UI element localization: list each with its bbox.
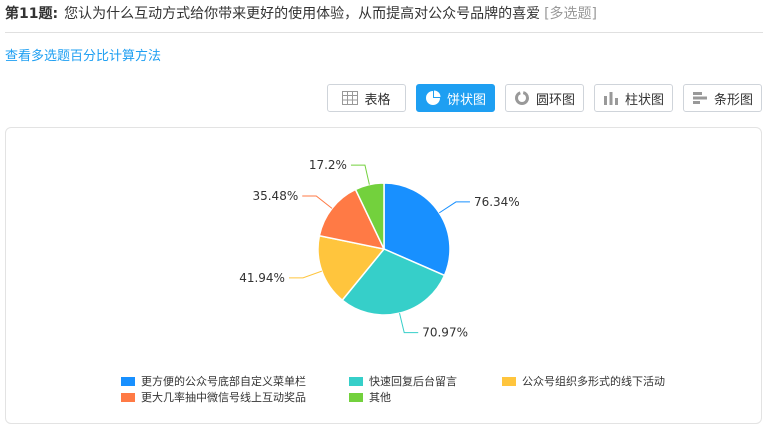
chart-panel: 76.34% 70.97% 41.94% 35.48% 17.2% 更方便的公众号底部自… xyxy=(5,127,762,424)
legend-swatch xyxy=(121,376,135,386)
legend-label: 快速回复后台留言 xyxy=(369,375,457,388)
pie-label-line xyxy=(288,270,322,279)
tab-pie[interactable]: 饼状图 xyxy=(416,84,495,112)
question-type: [多选题] xyxy=(544,6,598,22)
bar-chart-icon xyxy=(603,90,619,106)
horizontal-bar-chart-icon xyxy=(692,90,708,106)
pie-data-label: 70.97% xyxy=(422,326,468,340)
legend-swatch xyxy=(121,392,135,402)
chart-legend: 更方便的公众号底部自定义菜单栏 快速回复后台留言 公众号组织多形式的线下活动 更… xyxy=(121,373,687,405)
calc-method-link[interactable]: 查看多选题百分比计算方法 xyxy=(5,49,162,64)
legend-swatch xyxy=(502,376,516,386)
question-number: 第11题: xyxy=(5,6,59,22)
legend-swatch xyxy=(349,376,363,386)
question-title: 第11题: 您认为什么互动方式给你带来更好的使用体验，从而提高对公众号品牌的喜爱[… xyxy=(5,3,597,23)
table-icon xyxy=(342,91,359,105)
pie-slice[interactable] xyxy=(318,188,386,251)
legend-swatch xyxy=(349,392,363,402)
tab-donut[interactable]: 圆环图 xyxy=(505,84,584,112)
legend-item[interactable]: 快速回复后台留言 xyxy=(349,373,480,389)
title-divider xyxy=(5,32,763,33)
legend-label: 更方便的公众号底部自定义菜单栏 xyxy=(141,375,306,388)
chart-type-tabs: 表格 饼状图 圆环图 柱状图 条形图 xyxy=(0,84,766,114)
question-text: 您认为什么互动方式给你带来更好的使用体验，从而提高对公众号品牌的喜爱 xyxy=(64,6,541,22)
legend-item[interactable]: 更方便的公众号底部自定义菜单栏 xyxy=(121,373,327,389)
pie-label-line xyxy=(399,313,419,334)
pie-slice[interactable] xyxy=(317,234,386,302)
pie-slice[interactable] xyxy=(354,182,385,250)
tab-bar-label: 柱状图 xyxy=(624,92,664,108)
pie-label-line xyxy=(302,195,333,209)
legend-item[interactable]: 其他 xyxy=(349,389,391,405)
pie-data-label: 76.34% xyxy=(474,195,520,209)
pie-label-line xyxy=(350,164,370,185)
pie-chart-icon xyxy=(425,90,441,106)
legend-row: 更方便的公众号底部自定义菜单栏 快速回复后台留言 公众号组织多形式的线下活动 xyxy=(121,373,687,389)
legend-item[interactable]: 更大几率抽中微信号线上互动奖品 xyxy=(121,389,327,405)
donut-chart-icon xyxy=(514,90,530,106)
tab-bar[interactable]: 柱状图 xyxy=(594,84,673,112)
legend-label: 公众号组织多形式的线下活动 xyxy=(522,375,665,388)
tab-donut-label: 圆环图 xyxy=(535,92,575,108)
legend-item[interactable]: 公众号组织多形式的线下活动 xyxy=(502,373,665,389)
tab-hbar-label: 条形图 xyxy=(713,92,753,108)
legend-row: 更大几率抽中微信号线上互动奖品 其他 xyxy=(121,389,687,405)
legend-label: 更大几率抽中微信号线上互动奖品 xyxy=(141,391,306,404)
tab-hbar[interactable]: 条形图 xyxy=(683,84,762,112)
legend-label: 其他 xyxy=(369,391,391,404)
tab-pie-label: 饼状图 xyxy=(446,92,486,108)
tab-table[interactable]: 表格 xyxy=(327,84,406,112)
pie-label-line xyxy=(438,201,470,214)
pie-data-label: 41.94% xyxy=(239,271,285,285)
pie-data-label: 17.2% xyxy=(309,158,347,172)
pie-data-label: 35.48% xyxy=(252,189,298,203)
tab-table-label: 表格 xyxy=(364,92,391,108)
pie-chart: 76.34% 70.97% 41.94% 35.48% 17.2% xyxy=(239,158,520,340)
